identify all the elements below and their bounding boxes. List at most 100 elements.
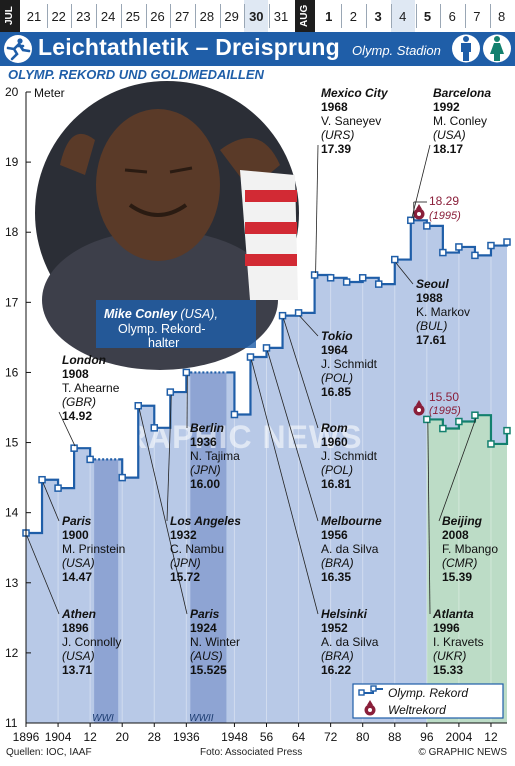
annotation-year: 1992: [433, 100, 460, 114]
copyright-text: © GRAPHIC NEWS: [418, 747, 508, 758]
men-record-point: [439, 248, 447, 257]
world-record-women-value: 15.50: [429, 390, 459, 404]
men-record-point: [230, 410, 239, 419]
annotation-country: (AUS): [190, 649, 223, 663]
annotation-leader: [395, 262, 414, 285]
annotation-athlete: J. Connolly: [62, 635, 121, 649]
male-icon: [451, 33, 481, 64]
female-icon: [482, 33, 512, 64]
annotation-country: (POL): [321, 371, 353, 385]
y-axis-label: Meter: [34, 86, 65, 100]
legend-label-record: Olymp. Rekord: [388, 686, 468, 700]
annotation-leader: [438, 418, 477, 522]
x-tick-label: 1936: [173, 730, 200, 744]
y-tick-label: 20: [5, 85, 19, 99]
world-record-women-year: (1995): [429, 405, 461, 417]
war-band-label: WWI: [92, 713, 114, 724]
y-tick-label: 17: [5, 295, 19, 309]
page-title: Leichtathletik – Dreisprung: [38, 34, 340, 60]
x-tick-label: 1948: [221, 730, 248, 744]
annotation-leader: [58, 411, 76, 447]
date-separator: [464, 4, 466, 28]
photo-stripe: [245, 254, 297, 266]
women-record-point: [471, 411, 479, 419]
photo-caption-role: halter: [148, 336, 179, 350]
annotation-country: (JPN): [190, 463, 221, 477]
annotation-athlete: N. Tajima: [190, 449, 240, 463]
photo-caption-name: Mike Conley (USA),: [104, 307, 218, 321]
sources-text: Quellen: IOC, IAAF: [6, 747, 92, 758]
date-day-jul-23: 23: [76, 8, 91, 24]
x-tick-label: 12: [83, 730, 97, 744]
annotation-athlete: J. Schmidt: [321, 357, 378, 371]
annotation-country: (BRA): [321, 649, 354, 663]
men-record-point: [262, 344, 271, 352]
date-day-jul-31: 31: [273, 8, 289, 24]
annotation-country: (GBR): [62, 395, 96, 409]
annotation-year: 1896: [62, 621, 89, 635]
date-separator: [489, 4, 491, 28]
date-separator: [219, 4, 221, 28]
men-record-point: [294, 309, 303, 317]
y-tick-label: 16: [5, 365, 19, 379]
annotation-leader: [267, 350, 319, 522]
annotation-result: 14.47: [62, 570, 92, 584]
record-medal-ribbon: [416, 204, 422, 209]
annotation-leader: [138, 408, 188, 615]
date-day-aug-3: 3: [374, 8, 382, 24]
photo-fist: [60, 133, 95, 175]
date-day-jul-29: 29: [224, 8, 239, 24]
annotation-athlete: K. Markov: [416, 305, 470, 319]
photo-eyes: [124, 166, 193, 174]
men-record-line: [26, 447, 95, 535]
y-tick-label: 14: [5, 506, 19, 520]
date-day-aug-1: 1: [325, 8, 333, 24]
legend-medal-icon: [364, 700, 376, 716]
y-tick-label: 12: [5, 646, 19, 660]
men-record-point: [455, 243, 463, 251]
record-medal-center: [417, 408, 421, 412]
date-day-jul-22: 22: [51, 8, 66, 24]
annotation-year: 2008: [442, 528, 469, 542]
photo-caption-role: Olymp. Rekord-: [118, 322, 206, 336]
men-record-point: [471, 251, 479, 260]
annotation-leader: [251, 359, 319, 615]
date-day-aug-6: 6: [448, 8, 456, 24]
men-record-point: [246, 353, 255, 361]
annotation-city: Melbourne: [321, 514, 382, 528]
annotation-year: 1924: [190, 621, 217, 635]
men-record-point: [134, 401, 142, 410]
annotation-athlete: M. Prinstein: [62, 542, 125, 556]
date-separator: [170, 4, 172, 28]
annotation-city: Mexico City: [321, 86, 389, 100]
annotation-result: 14.92: [62, 409, 92, 423]
annotation-city: Barcelona: [433, 86, 491, 100]
annotation-city: Tokio: [321, 329, 353, 343]
men-record-point: [407, 216, 415, 225]
men-record-area: [26, 220, 507, 723]
x-tick-label: 28: [148, 730, 162, 744]
annotation-result: 18.17: [433, 142, 463, 156]
annotation-country: (UKR): [433, 649, 466, 663]
annotation-city: Paris: [190, 607, 220, 621]
date-day-aug-4: 4: [390, 0, 415, 32]
women-record-point: [503, 426, 511, 435]
x-tick-label: 1896: [13, 730, 40, 744]
annotation-country: (JPN): [170, 556, 201, 570]
men-record-point: [166, 388, 175, 396]
annotation-year: 1960: [321, 435, 348, 449]
men-record-point: [503, 238, 511, 246]
y-tick-label: 15: [5, 436, 19, 450]
annotation-leader: [411, 144, 431, 219]
record-medal-ribbon: [367, 700, 373, 705]
photo-sleeve: [240, 170, 298, 300]
annotation-leader: [26, 535, 60, 615]
world-record-men-marker: [413, 204, 425, 220]
annotation-leader: [283, 318, 319, 429]
annotation-city: Atlanta: [432, 607, 474, 621]
annotation-result: 16.85: [321, 385, 351, 399]
world-record-women-marker: [413, 400, 425, 416]
legend-label-world-record: Weltrekord: [388, 703, 446, 717]
annotation-city: Helsinki: [321, 607, 368, 621]
